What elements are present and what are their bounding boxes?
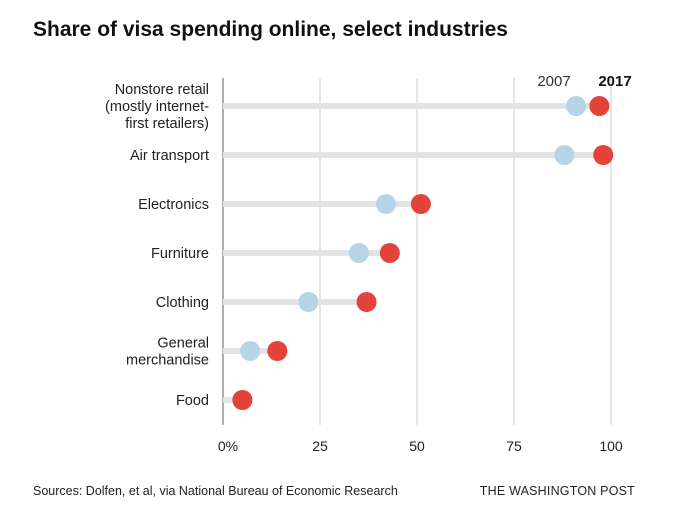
point-2017 bbox=[589, 96, 610, 116]
x-tick-label-75: 75 bbox=[506, 438, 522, 454]
source-note: Sources: Dolfen, et al, via National Bur… bbox=[33, 484, 398, 498]
publisher-credit: THE WASHINGTON POST bbox=[479, 484, 635, 498]
x-tick-label-25: 25 bbox=[312, 438, 328, 454]
category-label: Air transport bbox=[130, 148, 209, 164]
category-label: Food bbox=[176, 393, 209, 409]
point-2007 bbox=[554, 145, 575, 165]
x-tick-label-0: 0% bbox=[218, 438, 238, 454]
category-label: General merchandise bbox=[126, 336, 209, 369]
point-2007 bbox=[375, 194, 396, 214]
point-2017 bbox=[593, 145, 614, 165]
legend-2007: 2007 bbox=[537, 73, 570, 90]
category-label: Clothing bbox=[156, 295, 209, 311]
category-track bbox=[223, 299, 367, 305]
category-track bbox=[223, 250, 390, 256]
legend-2017: 2017 bbox=[598, 73, 631, 90]
category-label: Nonstore retail (mostly internet-first re… bbox=[105, 82, 209, 132]
x-tick-label-100: 100 bbox=[599, 438, 623, 454]
point-2007 bbox=[566, 96, 587, 116]
point-2017 bbox=[232, 390, 253, 410]
point-2017 bbox=[356, 292, 377, 312]
point-2017 bbox=[267, 341, 288, 361]
category-labels: Nonstore retail (mostly internet-first re… bbox=[105, 82, 209, 409]
category-track bbox=[223, 152, 604, 158]
category-track bbox=[223, 201, 421, 207]
data-points bbox=[232, 96, 614, 410]
chart-title: Share of visa spending online, select in… bbox=[33, 18, 508, 41]
point-2007 bbox=[240, 341, 261, 361]
x-tick-label-50: 50 bbox=[409, 438, 425, 454]
x-axis-ticks: 0% 25 50 75 100 bbox=[218, 438, 623, 454]
category-label: Electronics bbox=[138, 197, 209, 213]
point-2007 bbox=[298, 292, 319, 312]
point-2007 bbox=[348, 243, 369, 263]
category-label: Furniture bbox=[151, 246, 209, 262]
point-2017 bbox=[410, 194, 431, 214]
category-track bbox=[223, 103, 600, 109]
legend: 2007 2017 bbox=[537, 73, 631, 90]
point-2017 bbox=[379, 243, 400, 263]
